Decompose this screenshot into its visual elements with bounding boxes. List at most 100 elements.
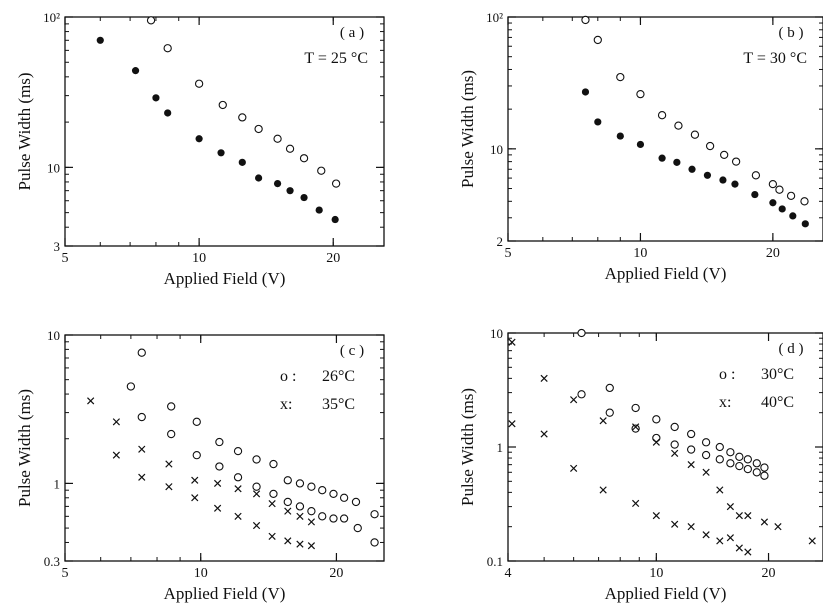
data-point-open [284, 477, 291, 484]
data-point-filled [217, 149, 224, 156]
data-point-open [658, 112, 665, 119]
y-tick-label: 1 [54, 476, 61, 491]
data-point-open [193, 452, 200, 459]
data-point-open [801, 198, 808, 205]
y-tick-label: 10 [47, 160, 60, 175]
data-point-filled [751, 191, 758, 198]
data-point-filled [196, 135, 203, 142]
data-point-open [675, 122, 682, 129]
data-point-open [703, 439, 710, 446]
data-point-filled [704, 172, 711, 179]
data-point-open [219, 101, 226, 108]
data-point-open [787, 192, 794, 199]
data-point-filled [658, 155, 665, 162]
data-point-open [653, 416, 660, 423]
data-point-open [253, 456, 260, 463]
legend-symbol: x: [280, 396, 292, 413]
data-point-open [216, 438, 223, 445]
data-point-open [671, 423, 678, 430]
data-point-filled [97, 37, 104, 44]
data-point-open [164, 45, 171, 52]
data-point-open [354, 524, 361, 531]
data-point-open [578, 329, 585, 336]
data-point-open [736, 453, 743, 460]
data-point-open [727, 460, 734, 467]
x-tick-label: 20 [329, 566, 343, 581]
y-axis-label: Pulse Width (ms) [15, 72, 34, 190]
y-axis-label: Pulse Width (ms) [458, 70, 477, 188]
data-point-open [752, 172, 759, 179]
y-tick-label: 10 [47, 328, 60, 343]
legend-label: 35°C [322, 396, 355, 413]
x-axis-label: Applied Field (V) [605, 264, 727, 283]
data-point-open [671, 441, 678, 448]
data-point-open [234, 474, 241, 481]
data-point-open [753, 469, 760, 476]
data-point-open [319, 487, 326, 494]
data-point-filled [719, 176, 726, 183]
data-point-filled [132, 67, 139, 74]
data-point-filled [637, 141, 644, 148]
data-point-open [296, 480, 303, 487]
data-point-open [168, 403, 175, 410]
data-point-open [270, 490, 277, 497]
x-tick-label: 5 [62, 251, 69, 266]
data-point-open [776, 186, 783, 193]
data-point-filled [152, 94, 159, 101]
data-point-open [147, 17, 154, 24]
data-point-open [637, 91, 644, 98]
data-point-filled [779, 205, 786, 212]
data-point-open [753, 460, 760, 467]
x-axis-label: Applied Field (V) [164, 584, 286, 603]
legend-symbol: x: [719, 394, 731, 411]
x-tick-label: 20 [766, 246, 780, 261]
data-point-filled [688, 166, 695, 173]
data-point-open [761, 464, 768, 471]
data-point-open [606, 409, 613, 416]
legend-symbol: o : [719, 366, 735, 383]
data-point-open [319, 513, 326, 520]
y-tick-label: 0.3 [44, 554, 60, 569]
y-tick-label: 10² [486, 10, 503, 25]
data-point-open [193, 418, 200, 425]
y-tick-label: 1 [497, 440, 504, 455]
y-tick-label: 0.1 [487, 554, 503, 569]
data-point-open [216, 463, 223, 470]
data-point-open [308, 508, 315, 515]
x-tick-label: 10 [194, 566, 208, 581]
data-point-open [721, 151, 728, 158]
data-point-open [274, 135, 281, 142]
data-point-open [300, 155, 307, 162]
data-point-open [733, 158, 740, 165]
data-point-open [196, 80, 203, 87]
data-point-filled [594, 118, 601, 125]
data-point-open [769, 181, 776, 188]
y-tick-label: 10 [490, 326, 503, 341]
y-tick-label: 10 [490, 142, 503, 157]
x-tick-label: 20 [762, 566, 776, 581]
x-tick-label: 4 [505, 566, 512, 581]
data-point-open [138, 413, 145, 420]
data-point-open [270, 460, 277, 467]
legend-label: 40°C [761, 394, 794, 411]
data-point-open [727, 449, 734, 456]
data-point-open [371, 511, 378, 518]
y-tick-label: 3 [54, 239, 61, 254]
x-axis-label: Applied Field (V) [605, 584, 727, 603]
data-point-open [744, 465, 751, 472]
data-point-open [594, 36, 601, 43]
data-point-open [308, 483, 315, 490]
data-point-open [688, 446, 695, 453]
data-point-filled [164, 109, 171, 116]
data-point-open [744, 456, 751, 463]
data-point-open [691, 131, 698, 138]
x-tick-label: 10 [649, 566, 663, 581]
data-point-filled [255, 174, 262, 181]
temperature-annotation: T = 25 °C [304, 50, 368, 67]
panel-label: ( a ) [340, 25, 364, 41]
data-point-open [341, 515, 348, 522]
data-point-filled [789, 212, 796, 219]
legend-label: 26°C [322, 368, 355, 385]
data-point-open [318, 167, 325, 174]
data-point-open [632, 404, 639, 411]
